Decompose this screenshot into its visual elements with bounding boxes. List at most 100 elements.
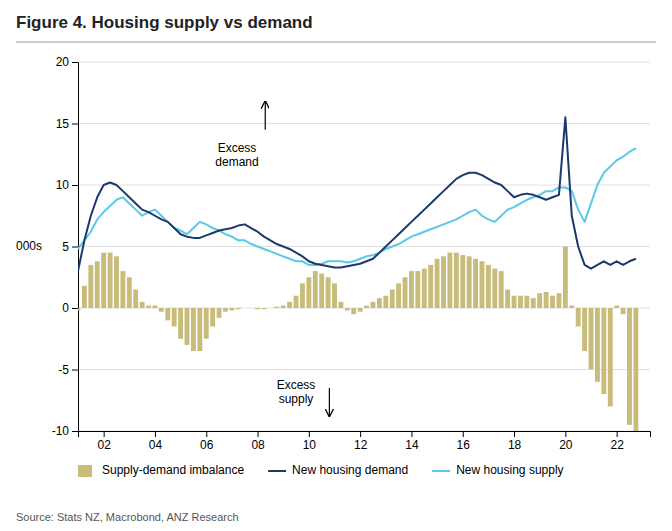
bar	[281, 306, 286, 308]
annotations: ExcessdemandExcesssupply	[215, 101, 329, 416]
bar	[614, 306, 619, 308]
annotation-line: Excess	[277, 378, 316, 392]
x-tick-label: 02	[97, 438, 111, 452]
x-tick: 12	[354, 431, 368, 452]
x-tick-mark	[565, 431, 566, 437]
x-tick-label: 12	[354, 438, 368, 452]
bar	[364, 306, 369, 308]
x-tick-mark	[411, 431, 412, 437]
x-tick-label: 06	[200, 438, 214, 452]
x-tick: 10	[303, 431, 317, 452]
x-tick: 08	[251, 431, 265, 452]
annotation: Excesssupply	[277, 378, 316, 406]
bar	[595, 308, 600, 382]
bar	[178, 308, 183, 339]
bar	[582, 308, 587, 351]
bar	[467, 256, 472, 308]
x-tick-mark	[258, 431, 259, 437]
bar	[172, 308, 177, 326]
y-tick: -5	[58, 363, 78, 377]
bar	[127, 277, 132, 308]
bar	[255, 308, 260, 309]
bar	[249, 308, 254, 309]
bar	[306, 277, 311, 308]
bar	[191, 308, 196, 351]
bar	[217, 308, 222, 318]
bar	[101, 253, 106, 308]
x-tick-label: 14	[405, 438, 419, 452]
bar	[300, 283, 305, 308]
bar	[236, 308, 241, 309]
bar	[351, 308, 356, 314]
bar	[531, 298, 536, 308]
bar	[140, 302, 145, 308]
bar	[153, 306, 158, 308]
x-tick-mark	[206, 431, 207, 437]
y-tick: 0	[62, 301, 78, 315]
bar	[505, 290, 510, 308]
bar	[441, 256, 446, 308]
y-tick: 15	[56, 117, 78, 131]
bar	[165, 308, 170, 320]
bar	[460, 255, 465, 308]
y-tick: 10	[56, 178, 78, 192]
bar	[332, 283, 337, 308]
bar	[435, 259, 440, 308]
bar	[326, 277, 331, 308]
bar	[633, 308, 638, 431]
legend-swatch	[268, 470, 286, 472]
bar	[319, 274, 324, 308]
legend-label: New housing supply	[456, 463, 563, 477]
y-tick-mark	[72, 185, 78, 186]
bar	[78, 308, 80, 310]
bar	[422, 269, 427, 308]
bar	[627, 308, 632, 425]
y-tick-label: -5	[58, 363, 69, 377]
bar	[114, 256, 119, 308]
bar	[133, 290, 138, 308]
y-tick-mark	[72, 124, 78, 125]
bar	[268, 308, 273, 309]
bar	[210, 308, 215, 326]
y-tick: 20	[56, 55, 78, 69]
bar	[242, 308, 247, 309]
y-tick-mark	[72, 431, 78, 432]
grid-line	[78, 369, 650, 370]
bar	[274, 307, 279, 308]
bar	[185, 308, 190, 345]
bar	[403, 277, 408, 308]
y-tick: 5	[62, 240, 78, 254]
bar	[557, 293, 562, 308]
annotation-line: Excess	[218, 141, 257, 155]
bar	[120, 271, 125, 308]
grid-line	[78, 62, 650, 63]
x-tick-mark	[514, 431, 515, 437]
bar	[473, 259, 478, 308]
x-tick: 02	[97, 431, 111, 452]
y-tick-mark	[72, 308, 78, 309]
bar	[428, 265, 433, 308]
bar	[415, 271, 420, 308]
bar	[204, 308, 209, 339]
x-tick: 16	[457, 431, 471, 452]
x-tick-label: 22	[610, 438, 624, 452]
x-tick-mark	[463, 431, 464, 437]
grid-line	[78, 185, 650, 186]
chart-svg: Figure 4. Housing supply vs demandSource…	[0, 0, 672, 531]
bar	[621, 308, 626, 314]
bar	[197, 308, 202, 351]
annotation-arrow	[265, 101, 266, 129]
bar	[377, 298, 382, 308]
bar	[486, 265, 491, 308]
annotation-line: demand	[215, 155, 258, 169]
bar-series	[78, 247, 638, 432]
legend-label: Supply-demand imbalance	[102, 463, 244, 477]
bar	[82, 286, 87, 308]
x-tick-mark	[360, 431, 361, 437]
x-tick-label: 16	[457, 438, 471, 452]
bar	[512, 296, 517, 308]
title: Figure 4. Housing supply vs demand	[16, 13, 313, 32]
x-tick-label: 08	[251, 438, 265, 452]
legend-swatch	[432, 470, 450, 472]
bar	[262, 308, 267, 309]
